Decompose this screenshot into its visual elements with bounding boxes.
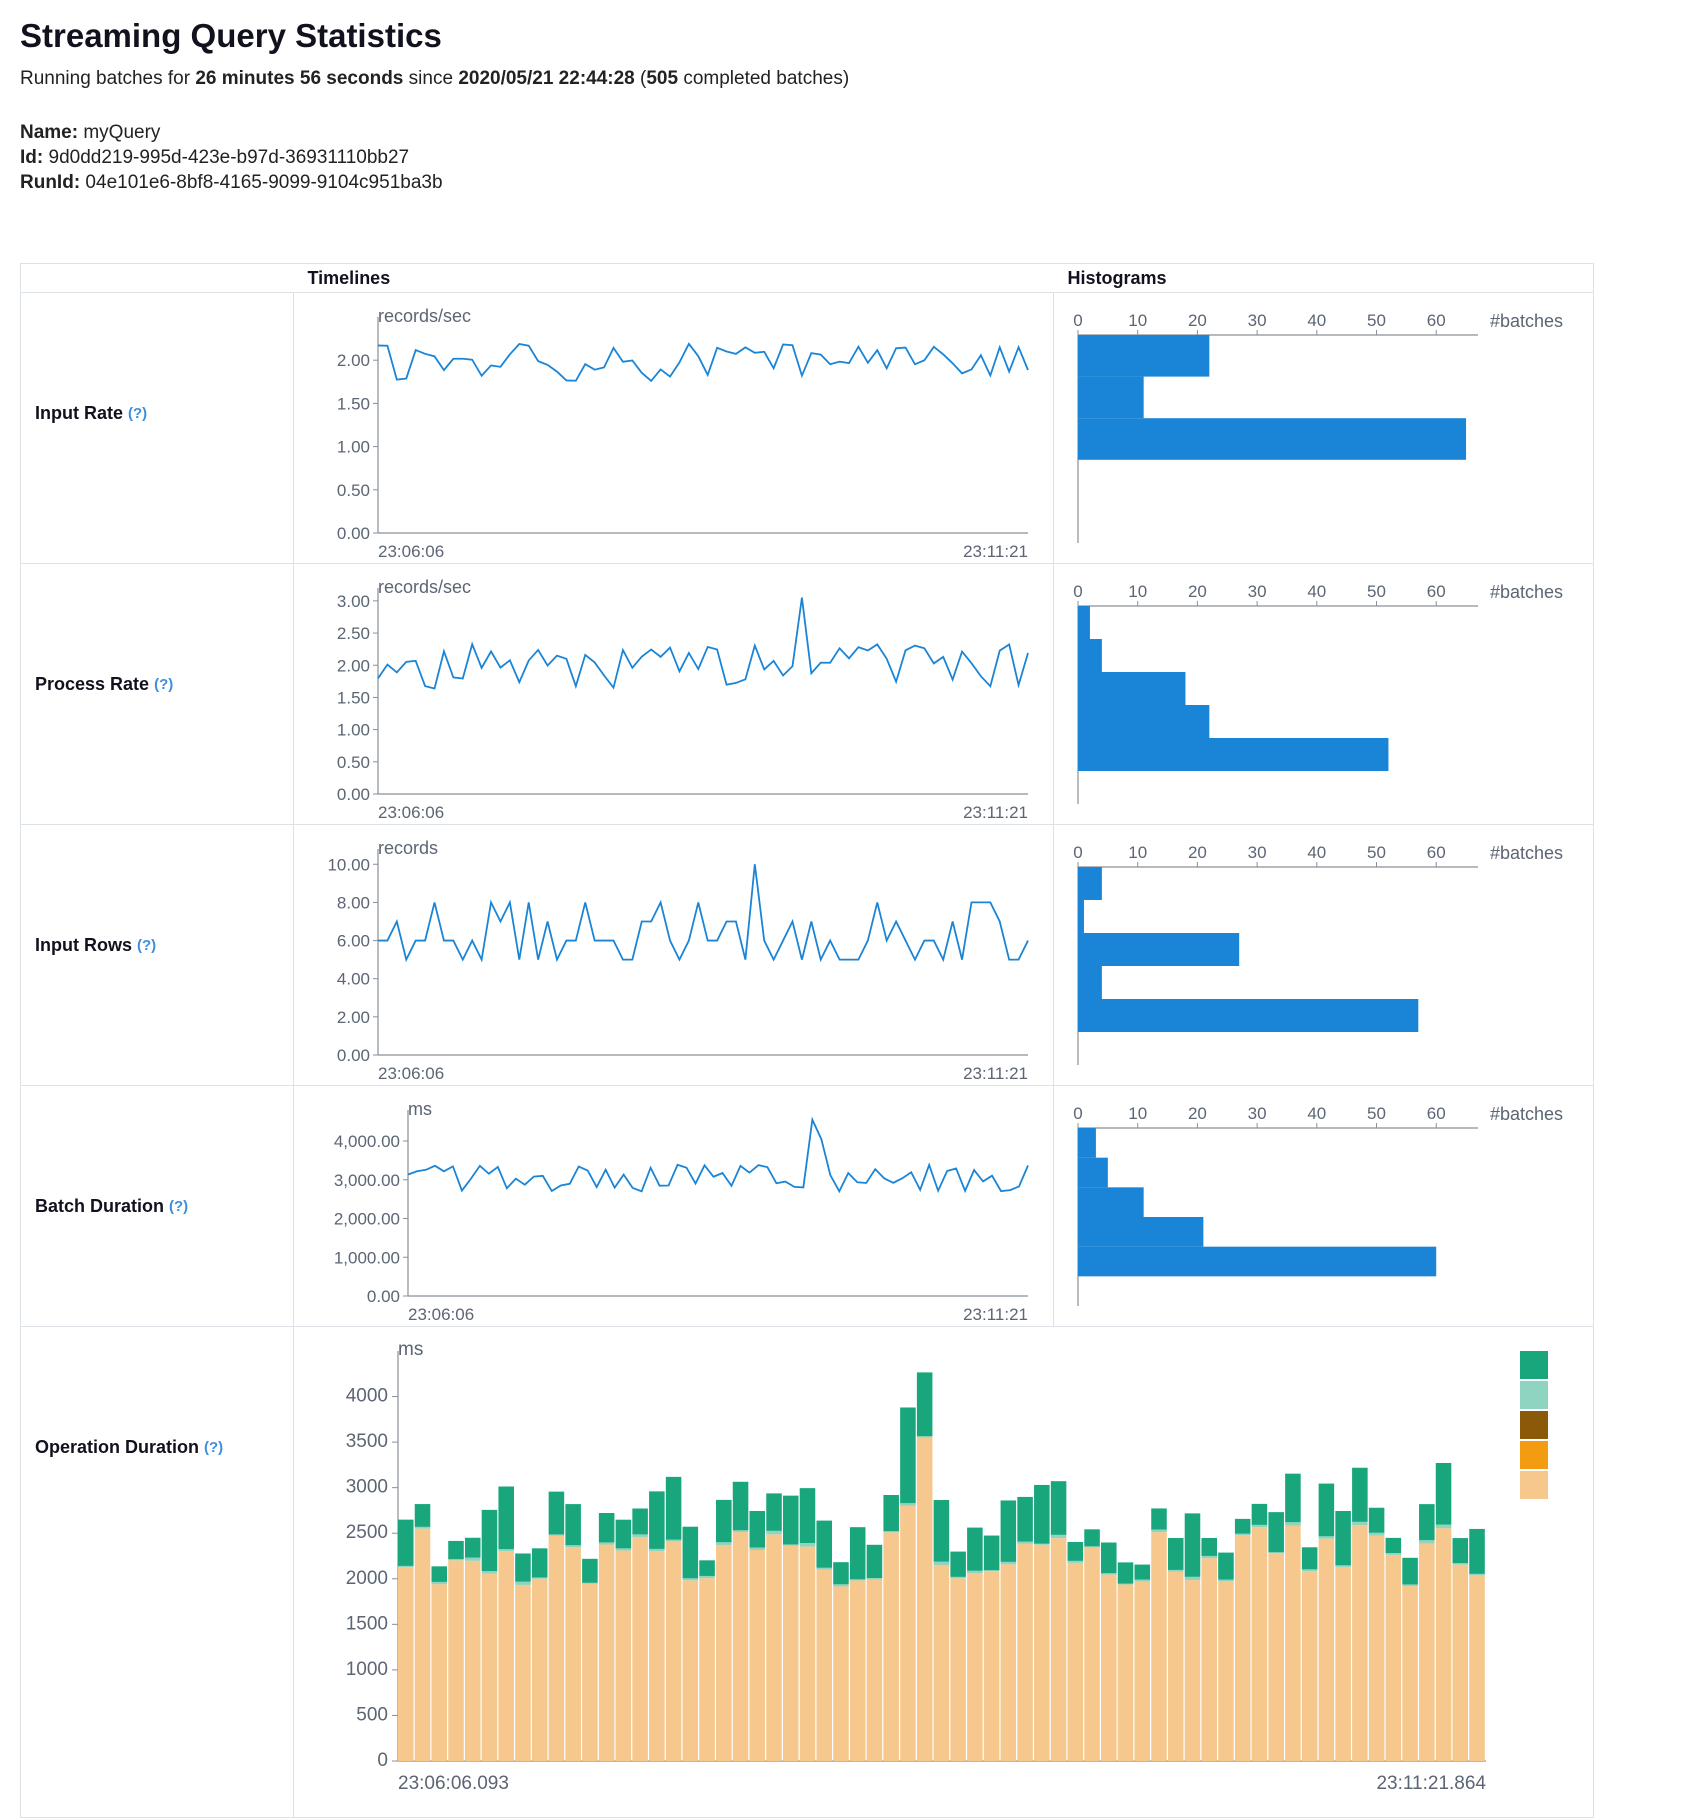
svg-text:records/sec: records/sec	[378, 307, 471, 326]
svg-text:20: 20	[1188, 1104, 1207, 1123]
svg-text:2.00: 2.00	[337, 351, 370, 370]
svg-text:1.50: 1.50	[337, 394, 370, 413]
svg-text:30: 30	[1248, 311, 1267, 330]
svg-text:0.00: 0.00	[367, 1287, 400, 1306]
svg-text:20: 20	[1188, 582, 1207, 601]
svg-text:#batches: #batches	[1490, 582, 1563, 602]
svg-text:records/sec: records/sec	[378, 578, 471, 597]
svg-text:8.00: 8.00	[337, 893, 370, 912]
svg-text:0: 0	[1073, 1104, 1082, 1123]
svg-text:#batches: #batches	[1490, 311, 1563, 331]
svg-text:30: 30	[1248, 582, 1267, 601]
svg-text:1.00: 1.00	[337, 438, 370, 457]
svg-text:3000: 3000	[346, 1477, 388, 1498]
svg-text:50: 50	[1367, 582, 1386, 601]
svg-text:0.50: 0.50	[337, 481, 370, 500]
svg-text:23:06:06.093: 23:06:06.093	[398, 1773, 509, 1794]
svg-text:3500: 3500	[346, 1431, 388, 1452]
svg-text:40: 40	[1307, 311, 1326, 330]
svg-text:1.50: 1.50	[337, 688, 370, 707]
svg-text:#batches: #batches	[1490, 843, 1563, 863]
svg-text:1000: 1000	[346, 1659, 388, 1680]
svg-text:0: 0	[1073, 843, 1082, 862]
svg-text:23:06:06: 23:06:06	[408, 1305, 474, 1324]
svg-text:10: 10	[1128, 311, 1147, 330]
svg-text:23:11:21: 23:11:21	[963, 1064, 1028, 1083]
svg-text:60: 60	[1427, 311, 1446, 330]
svg-text:40: 40	[1307, 1104, 1326, 1123]
svg-text:0: 0	[1073, 582, 1082, 601]
svg-text:0: 0	[377, 1750, 388, 1771]
svg-text:2000: 2000	[346, 1568, 388, 1589]
svg-text:20: 20	[1188, 311, 1207, 330]
svg-text:10: 10	[1128, 1104, 1147, 1123]
svg-text:2500: 2500	[346, 1522, 388, 1543]
svg-text:40: 40	[1307, 582, 1326, 601]
svg-text:4000: 4000	[346, 1386, 388, 1407]
svg-text:2.00: 2.00	[337, 1008, 370, 1027]
svg-text:0.00: 0.00	[337, 524, 370, 543]
svg-text:2.50: 2.50	[337, 624, 370, 643]
svg-text:2,000.00: 2,000.00	[334, 1210, 400, 1229]
svg-text:23:11:21.864: 23:11:21.864	[1376, 1773, 1486, 1794]
svg-text:3,000.00: 3,000.00	[334, 1171, 400, 1190]
svg-text:23:11:21: 23:11:21	[963, 1305, 1028, 1324]
svg-text:#batches: #batches	[1490, 1104, 1563, 1124]
svg-text:4,000.00: 4,000.00	[334, 1132, 400, 1151]
svg-text:40: 40	[1307, 843, 1326, 862]
svg-text:1,000.00: 1,000.00	[334, 1248, 400, 1267]
svg-text:1.00: 1.00	[337, 721, 370, 740]
svg-text:6.00: 6.00	[337, 932, 370, 951]
svg-text:23:06:06: 23:06:06	[378, 803, 444, 822]
svg-text:50: 50	[1367, 1104, 1386, 1123]
svg-text:4.00: 4.00	[337, 970, 370, 989]
svg-text:10: 10	[1128, 582, 1147, 601]
svg-text:2.00: 2.00	[337, 656, 370, 675]
svg-text:23:11:21: 23:11:21	[963, 542, 1028, 561]
svg-text:60: 60	[1427, 582, 1446, 601]
svg-text:23:06:06: 23:06:06	[378, 542, 444, 561]
svg-text:1500: 1500	[346, 1613, 388, 1634]
svg-text:30: 30	[1248, 843, 1267, 862]
svg-text:60: 60	[1427, 1104, 1446, 1123]
svg-text:20: 20	[1188, 843, 1207, 862]
svg-text:0.50: 0.50	[337, 753, 370, 772]
svg-text:10: 10	[1128, 843, 1147, 862]
svg-text:0.00: 0.00	[337, 785, 370, 804]
svg-text:ms: ms	[408, 1100, 432, 1119]
svg-text:0: 0	[1073, 311, 1082, 330]
svg-text:50: 50	[1367, 311, 1386, 330]
svg-text:23:11:21: 23:11:21	[963, 803, 1028, 822]
svg-text:60: 60	[1427, 843, 1446, 862]
svg-text:23:06:06: 23:06:06	[378, 1064, 444, 1083]
svg-text:10.00: 10.00	[327, 855, 370, 874]
svg-text:0.00: 0.00	[337, 1046, 370, 1065]
svg-text:500: 500	[356, 1704, 388, 1725]
svg-text:50: 50	[1367, 843, 1386, 862]
svg-text:3.00: 3.00	[337, 592, 370, 611]
svg-text:ms: ms	[398, 1341, 423, 1360]
svg-text:records: records	[378, 839, 438, 858]
svg-text:30: 30	[1248, 1104, 1267, 1123]
